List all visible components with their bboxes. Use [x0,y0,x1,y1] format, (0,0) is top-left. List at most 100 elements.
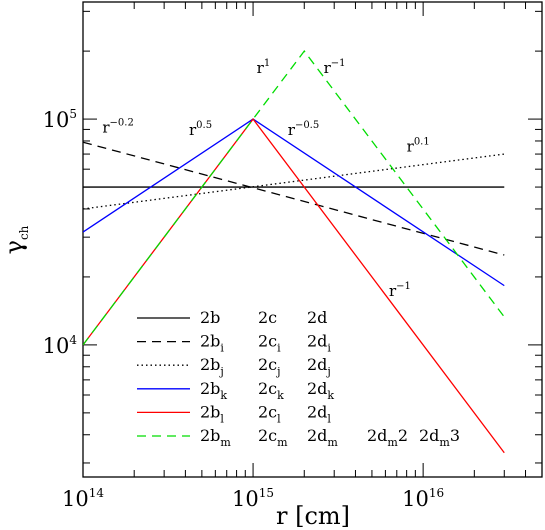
legend-label-text: 2b [200,355,220,374]
x-tick-label: 1015 [232,486,274,511]
slope-annotation-base: r [324,59,332,77]
y-tick-label: 104 [43,333,78,358]
x-tick-label-base: 10 [62,487,89,511]
legend-label: 2ci [258,332,281,355]
y-axis-title-main: γ [0,240,28,254]
legend-label-sub: l [220,412,224,425]
legend-label-text: 2d [307,402,327,421]
legend-label: 2cm [258,426,288,449]
slope-annotation-exp: −0.2 [110,118,134,129]
slope-annotation-base: r [389,282,397,300]
legend-label-sub: m [439,436,450,449]
slope-annotation: r−1 [389,281,411,300]
legend-label-suffix: 3 [450,426,460,445]
legend-label: 2bm [200,426,231,449]
y-tick-label-base: 10 [43,108,70,132]
legend-label: 2cl [258,402,281,425]
legend-label-sub: k [220,389,227,402]
legend-label-text: 2c [258,379,277,398]
slope-annotation-exp: −1 [331,58,346,69]
slope-annotation-exp: 1 [264,58,270,69]
slope-annotation-exp: −1 [396,281,411,292]
y-tick-label-exp: 4 [69,333,77,347]
slope-annotation: r−0.5 [288,120,319,139]
legend-label-sub: m [327,436,338,449]
legend-label-text: 2d [419,426,439,445]
legend-label-text: 2d [367,426,387,445]
x-tick-label-base: 10 [232,487,259,511]
legend-label-text: 2d [307,308,327,327]
slope-annotation: r1 [257,58,271,77]
legend-label-text: 2b [200,426,220,445]
legend-label: 2cj [258,355,281,378]
legend-label-sub: j [218,365,223,378]
slope-annotation-exp: 0.1 [414,136,430,147]
legend-label: 2bi [200,332,224,355]
legend-label: 2bk [200,379,227,402]
axis-ticks [82,2,543,477]
slope-annotation-base: r [288,121,296,139]
legend-label-text: 2c [258,332,277,351]
y-tick-label-exp: 5 [69,107,77,121]
y-axis-title: γch [0,225,31,254]
legend-label-sub: k [327,389,334,402]
legend-label-text: 2c [258,308,277,327]
legend-label-sub: m [387,436,398,449]
legend-label: 2dm2 [367,426,408,449]
legend-label: 2dm [307,426,338,449]
legend-label-sub: l [277,412,281,425]
series-line-green [83,50,505,346]
legend-label-sub: j [325,365,330,378]
legend-label-text: 2c [258,402,277,421]
slope-annotations: r−0.2 r0.5r1 r−1r−0.5r0.1r−1 [102,58,429,300]
legend-label-text: 2d [307,355,327,374]
legend-label: 2dj [307,355,331,378]
legend-label: 2dk [307,379,334,402]
legend-label-text: 2b [200,379,220,398]
legend-label-sub: m [220,436,231,449]
legend-label-text: 2d [307,332,327,351]
legend-label: 2dm3 [419,426,460,449]
legend-label-sub: i [277,342,281,355]
slope-annotation-base: r [407,137,415,155]
x-tick-label-exp: 14 [89,486,105,500]
x-tick-label: 1014 [62,486,104,511]
legend-label-sub: l [327,412,331,425]
legend-label: 2dl [307,402,331,425]
slope-annotation-base: r [257,59,265,77]
legend-label-text: 2b [200,332,220,351]
legend-label: 2c [258,308,277,327]
legend-label-text: 2b [200,308,220,327]
series-lines [83,50,505,454]
legend-label: 2di [307,332,331,355]
legend-label-text: 2b [200,402,220,421]
legend-label-text: 2c [258,426,277,445]
legend-label-text: 2c [258,355,277,374]
slope-annotation: r0.5 [189,120,212,139]
legend-label-sub: j [275,365,280,378]
legend-label-sub: k [277,389,284,402]
slope-annotation-exp: 0.5 [196,120,212,131]
x-axis-title: r [cm] [276,502,350,530]
legend-label: 2bl [200,402,224,425]
slope-annotation-exp: −0.5 [295,120,319,131]
slope-annotation-base: r [102,119,110,137]
slope-annotation: r0.1 [407,136,430,155]
plot-frame [82,1,543,478]
legend-label: 2ck [258,379,284,402]
slope-annotation-base: r [189,121,197,139]
legend-label-text: 2d [307,426,327,445]
y-axis-title-sub: ch [17,225,31,240]
legend-label-suffix: 2 [398,426,408,445]
slope-annotation: r−1 [324,58,346,77]
y-tick-label-base: 10 [43,334,70,358]
x-tick-label-base: 10 [402,487,429,511]
slope-annotation: r−0.2 [102,118,133,137]
legend-label-sub: i [220,342,224,355]
x-tick-label-exp: 15 [259,486,274,500]
series-line-red [83,118,505,454]
series-line-dashed [83,141,505,256]
